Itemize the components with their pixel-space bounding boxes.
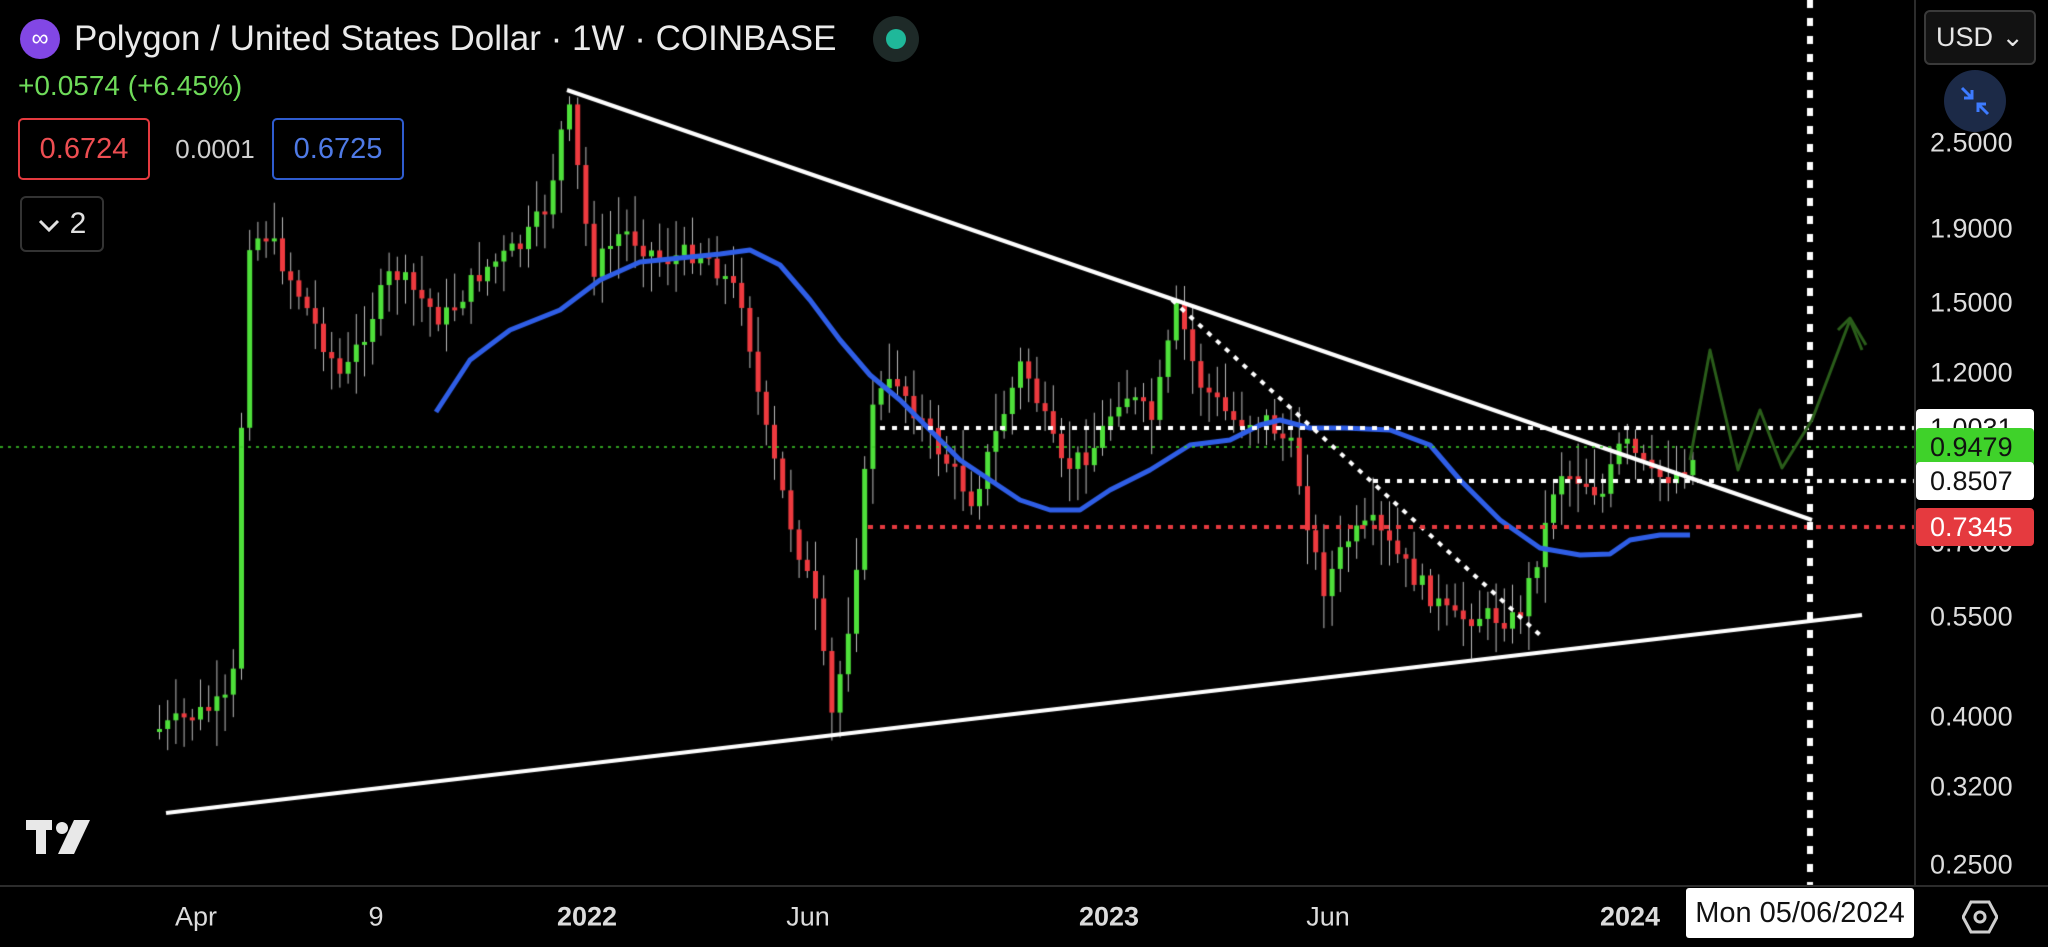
sell-price-button[interactable]: 0.6724: [18, 118, 150, 180]
buy-price-button[interactable]: 0.6725: [272, 118, 404, 180]
spread-value: 0.0001: [175, 133, 255, 164]
price-axis-divider: [1914, 0, 1916, 885]
price-tick-label: 2.5000: [1930, 127, 2013, 158]
price-tick-label: 1.9000: [1930, 213, 2013, 244]
price-tick-label: 0.4000: [1930, 701, 2013, 732]
time-tick-label: 2022: [556, 901, 618, 932]
time-tick-label: 9: [368, 901, 384, 932]
time-tick-label: 2023: [1078, 901, 1140, 932]
chevron-down-icon: ⌄: [2001, 22, 2024, 52]
price-tick-label: 1.5000: [1930, 287, 2013, 318]
collapse-arrows-icon[interactable]: [1944, 70, 2006, 132]
time-tick-label: Jun: [1306, 901, 1350, 932]
symbol-header: ∞ Polygon / United States Dollar · 1W · …: [20, 16, 919, 62]
chevron-down-icon: [38, 207, 60, 241]
indicators-toggle-button[interactable]: 2: [20, 196, 104, 252]
symbol-title[interactable]: Polygon / United States Dollar · 1W · CO…: [74, 19, 837, 58]
price-tick-label: 1.2000: [1930, 357, 2013, 388]
current-price-label: 0.9479: [1916, 428, 2034, 466]
currency-select[interactable]: USD ⌄: [1924, 10, 2036, 65]
settings-hexagon-icon[interactable]: [1961, 900, 1999, 939]
time-axis-divider: [0, 885, 2048, 887]
price-tick-label: 0.5500: [1930, 601, 2013, 632]
time-tick-label: Jun: [786, 901, 830, 932]
price-change: +0.0574 (+6.45%): [18, 70, 243, 101]
price-tick-label: 0.2500: [1930, 849, 2013, 880]
price-tick-label: 0.3200: [1930, 771, 2013, 802]
tradingview-logo-icon[interactable]: [26, 820, 96, 861]
time-tick-label: 2024: [1599, 901, 1661, 932]
market-status-icon[interactable]: [872, 16, 919, 62]
currency-value: USD: [1936, 22, 1994, 52]
polygon-logo-icon: ∞: [20, 19, 60, 59]
indicators-count: 2: [69, 207, 87, 240]
time-tick-label: Apr: [174, 901, 218, 932]
level-label-2: 0.8507: [1916, 462, 2034, 500]
crosshair-date-label: Mon 05/06/2024: [1686, 888, 1914, 938]
level-label-3: 0.7345: [1916, 508, 2034, 546]
